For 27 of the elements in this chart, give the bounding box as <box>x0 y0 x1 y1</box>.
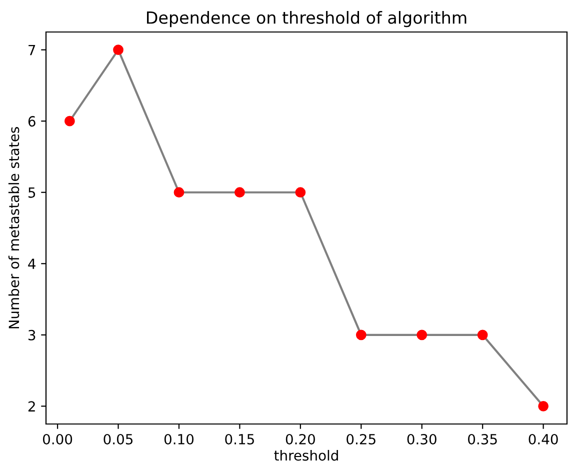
point <box>113 44 124 56</box>
x-tick-label: 0.35 <box>468 434 497 444</box>
x-tick-label: 0.05 <box>104 434 133 444</box>
y-tick-label: 4 <box>28 258 36 269</box>
point <box>64 116 75 126</box>
x-tick-label: 0.40 <box>528 434 558 444</box>
y-tick-label: 2 <box>28 401 35 412</box>
point <box>234 187 245 198</box>
x-tick-label: 0.20 <box>286 434 315 444</box>
point <box>538 400 549 412</box>
y-tick-label: 6 <box>28 116 36 127</box>
x-tick-label: 0.00 <box>42 434 72 444</box>
y-tick-label: 7 <box>28 44 36 56</box>
y-axis-title: Number of metastable states <box>8 127 20 328</box>
x-axis-title: threshold <box>274 450 338 461</box>
point <box>356 330 366 340</box>
point <box>174 187 184 198</box>
y-tick-label: 3 <box>28 330 36 340</box>
x-tick-label: 0.30 <box>407 434 436 444</box>
point <box>416 330 428 340</box>
point <box>477 330 488 340</box>
x-tick-label: 0.10 <box>164 434 194 444</box>
point <box>295 187 306 198</box>
chart-title: Dependence on threshold of algorithm <box>147 11 466 28</box>
y-tick-label: 5 <box>28 188 36 198</box>
x-tick-label: 0.25 <box>346 434 376 444</box>
x-tick-label: 0.15 <box>225 434 254 444</box>
